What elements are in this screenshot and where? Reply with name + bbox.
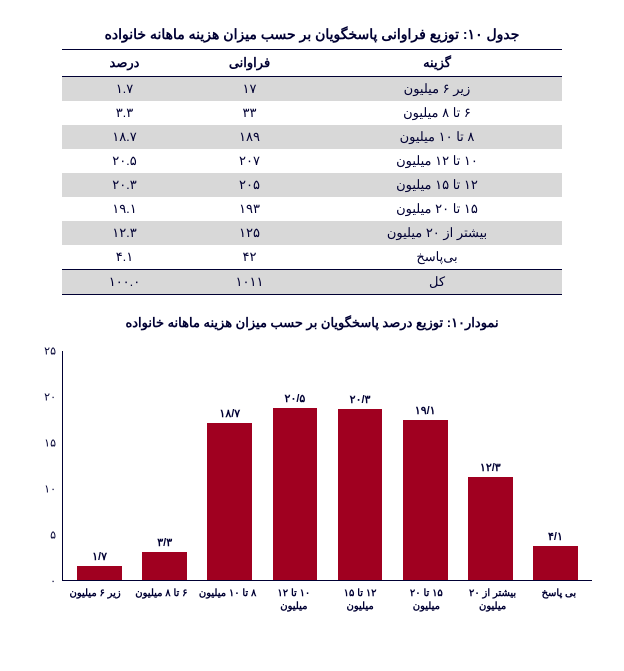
- table-cell: بی‌پاسخ: [312, 245, 562, 270]
- table-row: بی‌پاسخ۴۲۴.۱: [62, 245, 562, 270]
- bar-group: ۲۰/۵: [266, 392, 323, 580]
- x-label: بی پاسخ: [530, 587, 588, 613]
- table-cell: ۱۰۰.۰: [62, 270, 187, 295]
- bar-group: ۴/۱: [527, 530, 584, 580]
- plot-area: ۱/۷ ۳/۳ ۱۸/۷ ۲۰/۵ ۲۰/۳ ۱۹/۱ ۱۲/۳ ۴/۱: [62, 351, 592, 581]
- table-row: ۱۰ تا ۱۲ میلیون۲۰۷۲۰.۵: [62, 149, 562, 173]
- y-tick: ۰: [50, 575, 56, 588]
- table-row: ۱۵ تا ۲۰ میلیون۱۹۳۱۹.۱: [62, 197, 562, 221]
- table-cell: ۱۸.۷: [62, 125, 187, 149]
- y-tick: ۲۰: [44, 391, 56, 404]
- table-cell: ۱۵ تا ۲۰ میلیون: [312, 197, 562, 221]
- x-label: بیشتر از ۲۰ میلیون: [463, 587, 521, 613]
- bar: [273, 408, 318, 580]
- table-cell: ۳.۳: [62, 101, 187, 125]
- bar-value-label: ۱۹/۱: [415, 404, 436, 417]
- table-row: ۸ تا ۱۰ میلیون۱۸۹۱۸.۷: [62, 125, 562, 149]
- table-cell: ۲۰.۵: [62, 149, 187, 173]
- table-cell: بیشتر از ۲۰ میلیون: [312, 221, 562, 245]
- bar-value-label: ۳/۳: [157, 536, 172, 549]
- table-cell: ۲۰۷: [187, 149, 312, 173]
- y-tick: ۵: [50, 529, 56, 542]
- table-cell: ۱۹۳: [187, 197, 312, 221]
- bar: [533, 546, 578, 580]
- table-cell: ۲۰.۳: [62, 173, 187, 197]
- x-label: ۸ تا ۱۰ میلیون: [198, 587, 256, 613]
- chart-title: نمودار۱۰: توزیع درصد پاسخگویان بر حسب می…: [32, 315, 592, 331]
- table-cell: ۱.۷: [62, 77, 187, 102]
- table-cell: ۲۰۵: [187, 173, 312, 197]
- table-cell: ۱۹.۱: [62, 197, 187, 221]
- table-row: ۶ تا ۸ میلیون۳۳۳.۳: [62, 101, 562, 125]
- table-title: جدول ۱۰: توزیع فراوانی پاسخگویان بر حسب …: [62, 20, 562, 50]
- table-cell: ۸ تا ۱۰ میلیون: [312, 125, 562, 149]
- table-cell: ۴۲: [187, 245, 312, 270]
- bar: [468, 477, 513, 580]
- table-row: زیر ۶ میلیون۱۷۱.۷: [62, 77, 562, 102]
- bar-group: ۱۲/۳: [462, 461, 519, 580]
- bar: [403, 420, 448, 580]
- table-cell: ۱۷: [187, 77, 312, 102]
- table-cell: ۱۲.۳: [62, 221, 187, 245]
- bar-value-label: ۱/۷: [92, 550, 107, 563]
- x-label: ۶ تا ۸ میلیون: [132, 587, 190, 613]
- table-cell: ۱۲۵: [187, 221, 312, 245]
- x-label: زیر ۶ میلیون: [66, 587, 124, 613]
- x-label: ۱۰ تا ۱۲ میلیون: [265, 587, 323, 613]
- x-label: ۱۲ تا ۱۵ میلیون: [331, 587, 389, 613]
- table-cell: ۱۰ تا ۱۲ میلیون: [312, 149, 562, 173]
- bar-value-label: ۲۰/۵: [285, 392, 306, 405]
- bar-value-label: ۲۰/۳: [350, 393, 371, 406]
- x-axis-labels: زیر ۶ میلیون ۶ تا ۸ میلیون ۸ تا ۱۰ میلیون ۱…: [62, 587, 592, 613]
- bar-value-label: ۱۸/۷: [219, 407, 240, 420]
- data-table: گزینه فراوانی درصد زیر ۶ میلیون۱۷۱.۷۶ تا…: [62, 50, 562, 295]
- header-pct: درصد: [62, 50, 187, 77]
- table-cell: ۱۲ تا ۱۵ میلیون: [312, 173, 562, 197]
- bar-group: ۱/۷: [71, 550, 128, 580]
- bar: [77, 566, 122, 580]
- frequency-table: جدول ۱۰: توزیع فراوانی پاسخگویان بر حسب …: [62, 20, 562, 295]
- bar: [142, 552, 187, 580]
- table-cell: کل: [312, 270, 562, 295]
- table-cell: زیر ۶ میلیون: [312, 77, 562, 102]
- y-tick: ۱۰: [44, 483, 56, 496]
- header-freq: فراوانی: [187, 50, 312, 77]
- bar-group: ۱۹/۱: [397, 404, 454, 580]
- bar-group: ۱۸/۷: [201, 407, 258, 580]
- bar: [338, 409, 383, 580]
- bar-value-label: ۴/۱: [548, 530, 563, 543]
- table-row: کل۱۰۱۱۱۰۰.۰: [62, 270, 562, 295]
- bar-group: ۲۰/۳: [331, 393, 388, 580]
- bar-chart: نمودار۱۰: توزیع درصد پاسخگویان بر حسب می…: [32, 315, 592, 613]
- table-cell: ۳۳: [187, 101, 312, 125]
- bar: [207, 423, 252, 580]
- table-cell: ۶ تا ۸ میلیون: [312, 101, 562, 125]
- y-tick: ۲۵: [44, 345, 56, 358]
- table-row: ۱۲ تا ۱۵ میلیون۲۰۵۲۰.۳: [62, 173, 562, 197]
- bar-group: ۳/۳: [136, 536, 193, 580]
- bar-value-label: ۱۲/۳: [480, 461, 501, 474]
- table-cell: ۴.۱: [62, 245, 187, 270]
- header-option: گزینه: [312, 50, 562, 77]
- table-row: بیشتر از ۲۰ میلیون۱۲۵۱۲.۳: [62, 221, 562, 245]
- x-label: ۱۵ تا ۲۰ میلیون: [397, 587, 455, 613]
- table-cell: ۱۸۹: [187, 125, 312, 149]
- y-axis: ۰۵۱۰۱۵۲۰۲۵: [32, 351, 62, 581]
- table-cell: ۱۰۱۱: [187, 270, 312, 295]
- y-tick: ۱۵: [44, 437, 56, 450]
